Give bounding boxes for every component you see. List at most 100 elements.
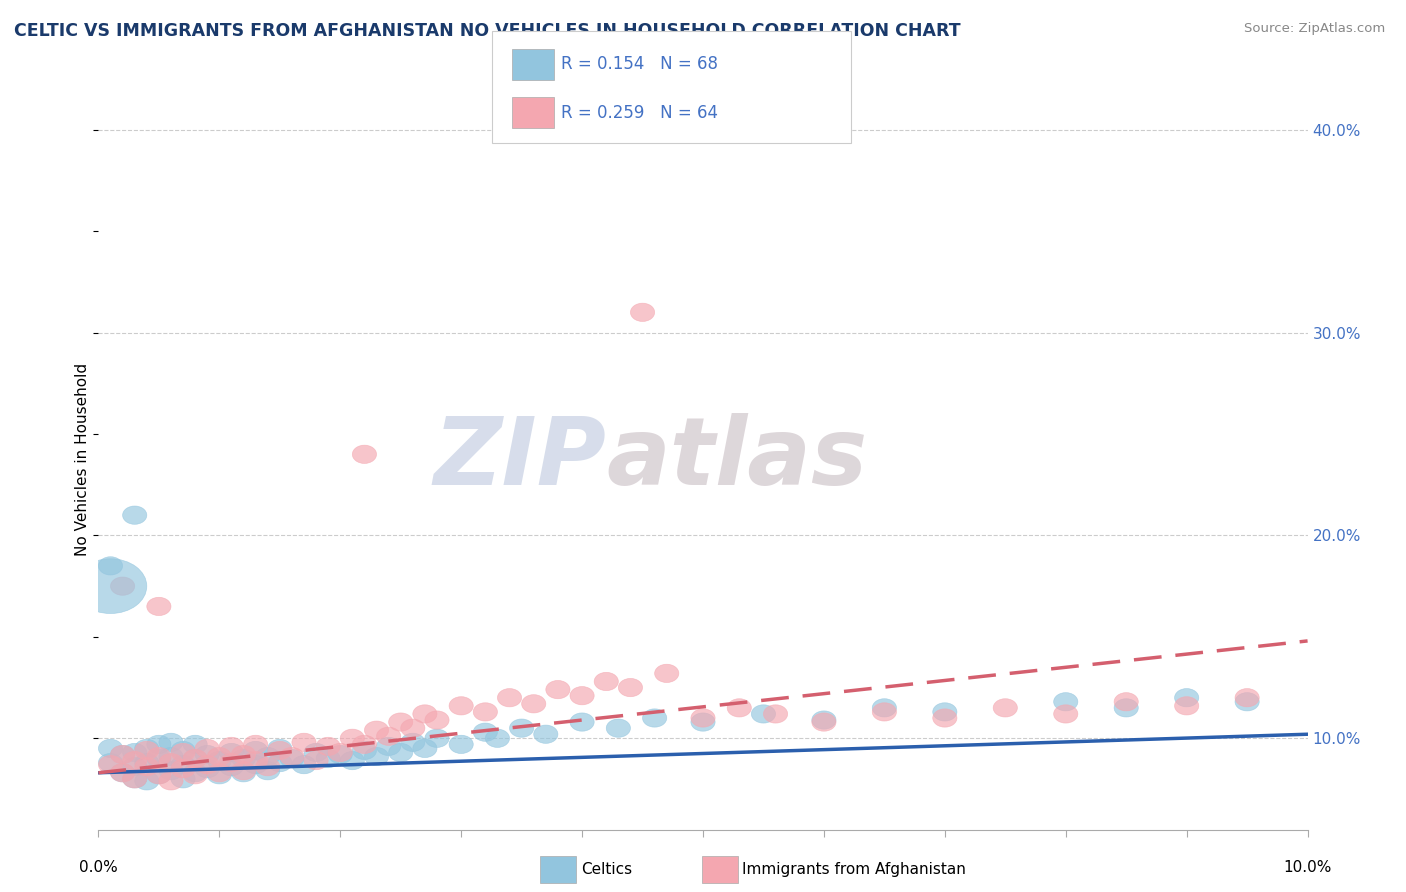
Ellipse shape <box>630 303 655 321</box>
Ellipse shape <box>98 739 122 757</box>
Ellipse shape <box>219 754 243 772</box>
Ellipse shape <box>111 764 135 782</box>
Ellipse shape <box>364 747 388 765</box>
Ellipse shape <box>267 741 292 760</box>
Ellipse shape <box>75 558 146 614</box>
Text: Source: ZipAtlas.com: Source: ZipAtlas.com <box>1244 22 1385 36</box>
Ellipse shape <box>219 738 243 756</box>
Ellipse shape <box>232 762 256 780</box>
Ellipse shape <box>183 735 207 754</box>
Ellipse shape <box>146 749 172 768</box>
Ellipse shape <box>1174 697 1199 715</box>
Text: CELTIC VS IMMIGRANTS FROM AFGHANISTAN NO VEHICLES IN HOUSEHOLD CORRELATION CHART: CELTIC VS IMMIGRANTS FROM AFGHANISTAN NO… <box>14 22 960 40</box>
Ellipse shape <box>811 711 837 729</box>
Ellipse shape <box>316 749 340 768</box>
Ellipse shape <box>232 764 256 782</box>
Ellipse shape <box>413 705 437 723</box>
Ellipse shape <box>98 756 122 773</box>
Ellipse shape <box>172 741 195 760</box>
Ellipse shape <box>256 757 280 776</box>
Ellipse shape <box>328 743 353 762</box>
Ellipse shape <box>183 749 207 768</box>
Ellipse shape <box>207 747 232 765</box>
Ellipse shape <box>474 703 498 721</box>
Ellipse shape <box>207 751 232 770</box>
Ellipse shape <box>1053 705 1078 723</box>
Ellipse shape <box>232 746 256 764</box>
Ellipse shape <box>509 719 534 738</box>
Ellipse shape <box>207 764 232 782</box>
Ellipse shape <box>522 695 546 713</box>
Ellipse shape <box>232 749 256 768</box>
Ellipse shape <box>1174 689 1199 706</box>
Ellipse shape <box>172 743 195 762</box>
Ellipse shape <box>243 756 267 773</box>
Ellipse shape <box>377 727 401 746</box>
Ellipse shape <box>159 754 183 772</box>
Ellipse shape <box>135 772 159 790</box>
Ellipse shape <box>449 735 474 754</box>
Ellipse shape <box>1114 693 1139 711</box>
Ellipse shape <box>425 711 449 729</box>
Ellipse shape <box>643 709 666 727</box>
Text: R = 0.259   N = 64: R = 0.259 N = 64 <box>561 103 718 121</box>
Ellipse shape <box>690 709 716 727</box>
Y-axis label: No Vehicles in Household: No Vehicles in Household <box>75 363 90 556</box>
Ellipse shape <box>159 733 183 751</box>
Ellipse shape <box>1114 698 1139 717</box>
Ellipse shape <box>135 754 159 772</box>
Ellipse shape <box>207 765 232 784</box>
Ellipse shape <box>183 765 207 784</box>
Ellipse shape <box>146 765 172 784</box>
Ellipse shape <box>401 733 425 751</box>
Ellipse shape <box>872 698 897 717</box>
Ellipse shape <box>135 741 159 760</box>
Ellipse shape <box>122 506 146 524</box>
Text: atlas: atlas <box>606 413 868 506</box>
Ellipse shape <box>172 760 195 778</box>
Ellipse shape <box>763 705 787 723</box>
Ellipse shape <box>219 743 243 762</box>
Ellipse shape <box>340 729 364 747</box>
Ellipse shape <box>727 698 751 717</box>
Ellipse shape <box>98 557 122 575</box>
Ellipse shape <box>932 703 957 721</box>
Ellipse shape <box>122 751 146 770</box>
Ellipse shape <box>195 760 219 778</box>
Ellipse shape <box>159 762 183 780</box>
Ellipse shape <box>111 577 135 595</box>
Ellipse shape <box>377 738 401 756</box>
Ellipse shape <box>195 756 219 773</box>
Ellipse shape <box>98 754 122 772</box>
Ellipse shape <box>811 713 837 731</box>
Ellipse shape <box>135 739 159 757</box>
Ellipse shape <box>146 598 172 615</box>
Ellipse shape <box>353 735 377 754</box>
Ellipse shape <box>111 764 135 782</box>
Ellipse shape <box>401 719 425 738</box>
Ellipse shape <box>388 743 413 762</box>
Ellipse shape <box>474 723 498 741</box>
Ellipse shape <box>280 749 304 768</box>
Ellipse shape <box>328 746 353 764</box>
Ellipse shape <box>569 713 595 731</box>
Ellipse shape <box>364 721 388 739</box>
Ellipse shape <box>122 770 146 788</box>
Ellipse shape <box>595 673 619 690</box>
Ellipse shape <box>195 739 219 757</box>
Ellipse shape <box>267 739 292 757</box>
Ellipse shape <box>534 725 558 743</box>
Ellipse shape <box>111 746 135 764</box>
Ellipse shape <box>280 747 304 765</box>
Text: R = 0.154   N = 68: R = 0.154 N = 68 <box>561 55 718 73</box>
Ellipse shape <box>146 747 172 765</box>
Ellipse shape <box>655 665 679 682</box>
Ellipse shape <box>292 733 316 751</box>
Ellipse shape <box>159 747 183 765</box>
Text: 0.0%: 0.0% <box>79 860 118 875</box>
Ellipse shape <box>316 738 340 756</box>
Ellipse shape <box>353 741 377 760</box>
Ellipse shape <box>872 703 897 721</box>
Ellipse shape <box>256 762 280 780</box>
Ellipse shape <box>304 743 328 762</box>
